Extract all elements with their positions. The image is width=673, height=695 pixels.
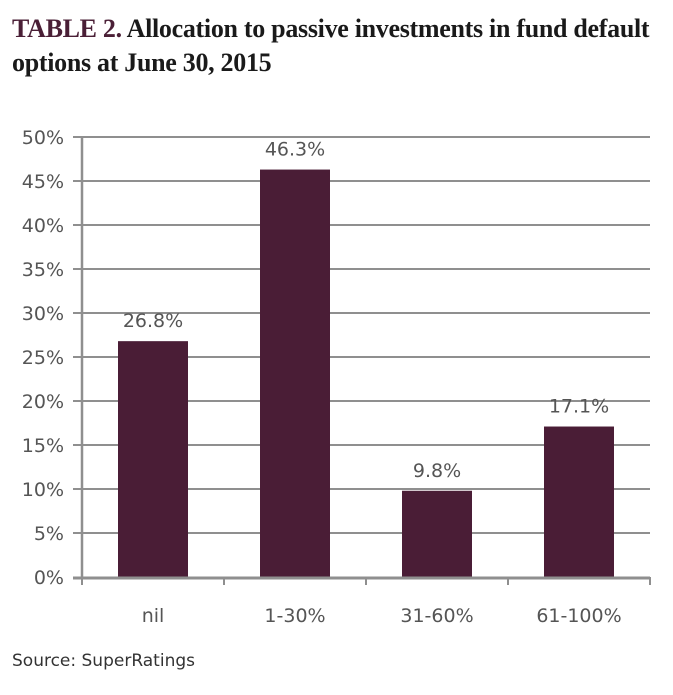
y-tick-label: 15% [22, 435, 64, 457]
bars [118, 169, 614, 577]
bar [544, 426, 614, 577]
chart-title: TABLE 2. Allocation to passive investmen… [12, 12, 652, 80]
x-tick-label: 1-30% [264, 605, 325, 627]
y-tick-label: 50% [22, 127, 64, 149]
x-tick-label: 31-60% [400, 605, 473, 627]
data-label: 46.3% [265, 139, 325, 161]
axes [73, 137, 651, 585]
x-axis-labels: nil 1-30% 31-60% 61-100% [142, 605, 622, 627]
y-tick-label: 40% [22, 215, 64, 237]
data-label: 9.8% [413, 460, 461, 482]
y-tick-label: 20% [22, 391, 64, 413]
bar [118, 341, 188, 577]
y-tick-label: 10% [22, 479, 64, 501]
y-tick-label: 5% [34, 523, 64, 545]
x-tick-label: 61-100% [536, 605, 621, 627]
x-tick-label: nil [142, 605, 165, 627]
y-axis-ticks: 0% 5% 10% 15% 20% 25% 30% 35% 40% 45% 50% [22, 127, 64, 589]
data-label: 26.8% [123, 310, 183, 332]
y-tick-label: 25% [22, 347, 64, 369]
y-tick-label: 30% [22, 303, 64, 325]
y-tick-label: 35% [22, 259, 64, 281]
y-tick-label: 0% [34, 567, 64, 589]
data-labels: 26.8% 46.3% 9.8% 17.1% [123, 139, 609, 482]
bar [402, 490, 472, 577]
table-number: TABLE 2. [12, 14, 122, 43]
data-label: 17.1% [549, 396, 609, 418]
y-tick-label: 45% [22, 171, 64, 193]
bar [260, 169, 330, 577]
source-note: Source: SuperRatings [12, 651, 195, 671]
title-text: Allocation to passive investments in fun… [12, 14, 650, 77]
